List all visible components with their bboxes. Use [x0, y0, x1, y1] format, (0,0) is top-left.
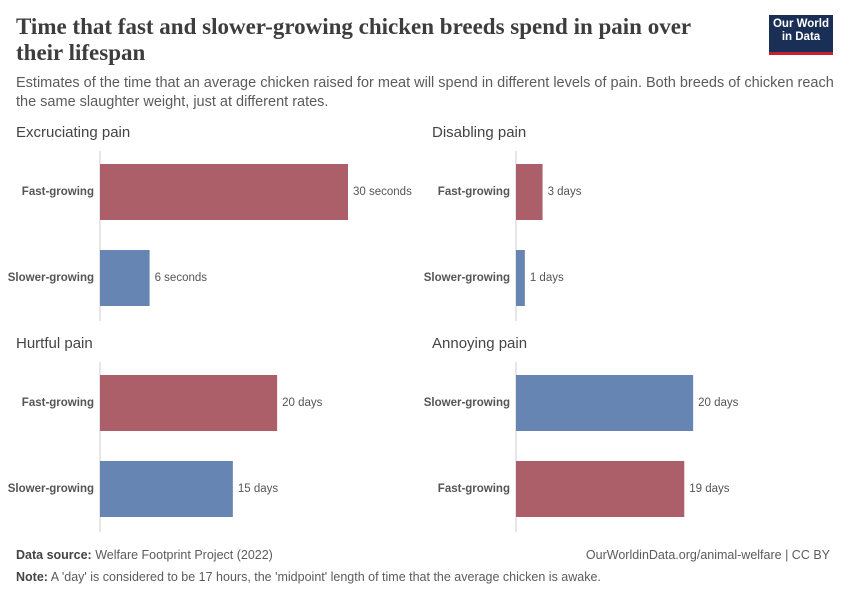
- category-label: Slower-growing: [8, 272, 94, 284]
- url[interactable]: OurWorldinData.org/animal-welfare | CC B…: [585, 548, 830, 562]
- logo[interactable]: Our World in Data: [769, 15, 833, 55]
- bar: [100, 375, 278, 431]
- bar: [516, 164, 543, 220]
- panel-title: Disabling pain: [432, 124, 526, 141]
- panel-title: Hurtful pain: [16, 335, 93, 352]
- bar: [100, 250, 150, 306]
- bar: [516, 461, 685, 517]
- source-label: Data source:: [16, 548, 92, 562]
- note-text: A 'day' is considered to be 17 hours, th…: [50, 570, 601, 584]
- bar: [100, 461, 233, 517]
- subtitle: Estimates of the time that an average ch…: [16, 75, 834, 110]
- value-label: 30 seconds: [353, 186, 412, 198]
- bar: [516, 250, 525, 306]
- bar: [100, 164, 348, 220]
- value-label: 20 days: [698, 397, 739, 409]
- bar: [516, 375, 694, 431]
- value-label: 3 days: [548, 186, 582, 198]
- panel-title: Annoying pain: [432, 335, 527, 352]
- note: Note: A 'day' is considered to be 17 hou…: [16, 570, 601, 584]
- value-label: 1 days: [530, 272, 564, 284]
- logo-line: in Data: [781, 31, 821, 43]
- value-label: 15 days: [238, 483, 279, 495]
- source: Data source: Welfare Footprint Project (…: [16, 548, 273, 562]
- category-label: Slower-growing: [8, 483, 94, 495]
- charts: Excruciating pain Fast-growing 30 seconds S…: [8, 124, 739, 532]
- category-label: Fast-growing: [22, 186, 94, 198]
- logo-line: Our World: [772, 18, 829, 30]
- category-label: Slower-growing: [424, 397, 510, 409]
- category-label: Fast-growing: [438, 186, 510, 198]
- category-label: Fast-growing: [438, 483, 510, 495]
- category-label: Fast-growing: [22, 397, 94, 409]
- value-label: 20 days: [282, 397, 323, 409]
- title: Time that fast and slower-growing chicke…: [16, 14, 691, 65]
- panel-title: Excruciating pain: [16, 124, 130, 141]
- value-label: 6 seconds: [155, 272, 208, 284]
- source-text: Welfare Footprint Project (2022): [95, 548, 273, 562]
- value-label: 19 days: [689, 483, 730, 495]
- category-label: Slower-growing: [424, 272, 510, 284]
- note-label: Note:: [16, 570, 48, 584]
